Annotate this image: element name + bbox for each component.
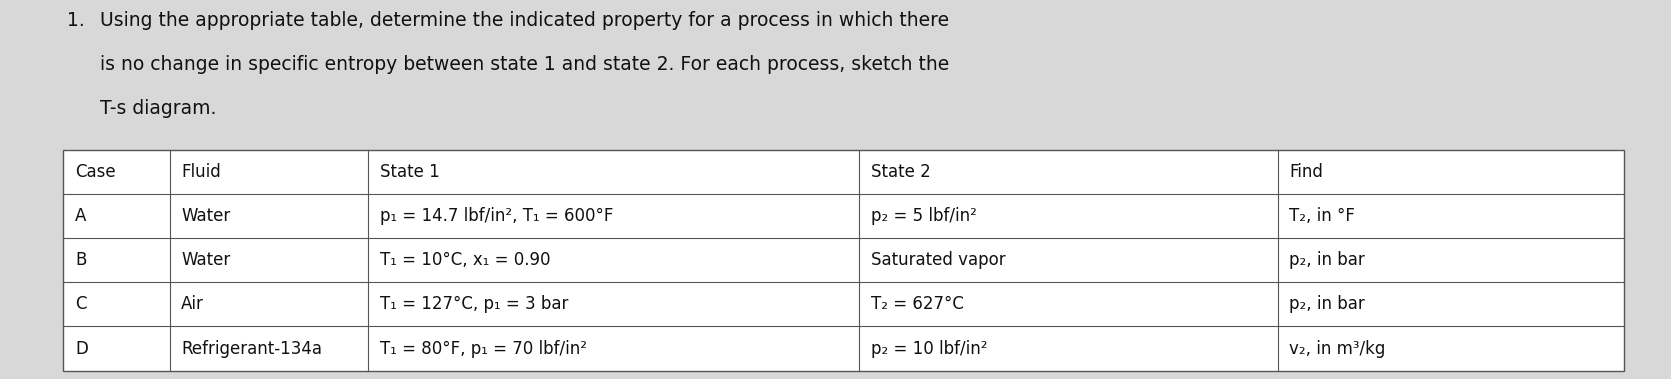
Text: State 2: State 2 xyxy=(871,163,931,181)
Text: 1.: 1. xyxy=(67,11,85,30)
Text: Water: Water xyxy=(182,207,231,225)
Text: Water: Water xyxy=(182,251,231,269)
Text: State 1: State 1 xyxy=(379,163,439,181)
Text: is no change in specific entropy between state 1 and state 2. For each process, : is no change in specific entropy between… xyxy=(100,55,949,74)
Text: D: D xyxy=(75,340,89,357)
Text: Fluid: Fluid xyxy=(182,163,221,181)
Text: T₁ = 10°C, x₁ = 0.90: T₁ = 10°C, x₁ = 0.90 xyxy=(379,251,550,269)
Text: v₂, in m³/kg: v₂, in m³/kg xyxy=(1290,340,1385,357)
Text: T₁ = 80°F, p₁ = 70 lbf/in²: T₁ = 80°F, p₁ = 70 lbf/in² xyxy=(379,340,587,357)
Text: C: C xyxy=(75,295,87,313)
Text: A: A xyxy=(75,207,87,225)
Text: Saturated vapor: Saturated vapor xyxy=(871,251,1006,269)
Text: Air: Air xyxy=(182,295,204,313)
Text: p₂ = 10 lbf/in²: p₂ = 10 lbf/in² xyxy=(871,340,988,357)
Text: Refrigerant-134a: Refrigerant-134a xyxy=(182,340,323,357)
Text: p₂ = 5 lbf/in²: p₂ = 5 lbf/in² xyxy=(871,207,978,225)
Text: p₂, in bar: p₂, in bar xyxy=(1290,295,1365,313)
Text: p₂, in bar: p₂, in bar xyxy=(1290,251,1365,269)
Text: T₂, in °F: T₂, in °F xyxy=(1290,207,1355,225)
Text: Case: Case xyxy=(75,163,115,181)
Text: Find: Find xyxy=(1290,163,1323,181)
Text: p₁ = 14.7 lbf/in², T₁ = 600°F: p₁ = 14.7 lbf/in², T₁ = 600°F xyxy=(379,207,613,225)
Text: T-s diagram.: T-s diagram. xyxy=(100,99,217,117)
Text: T₁ = 127°C, p₁ = 3 bar: T₁ = 127°C, p₁ = 3 bar xyxy=(379,295,568,313)
Bar xyxy=(63,150,1624,371)
Text: B: B xyxy=(75,251,87,269)
Text: T₂ = 627°C: T₂ = 627°C xyxy=(871,295,964,313)
Text: Using the appropriate table, determine the indicated property for a process in w: Using the appropriate table, determine t… xyxy=(100,11,949,30)
